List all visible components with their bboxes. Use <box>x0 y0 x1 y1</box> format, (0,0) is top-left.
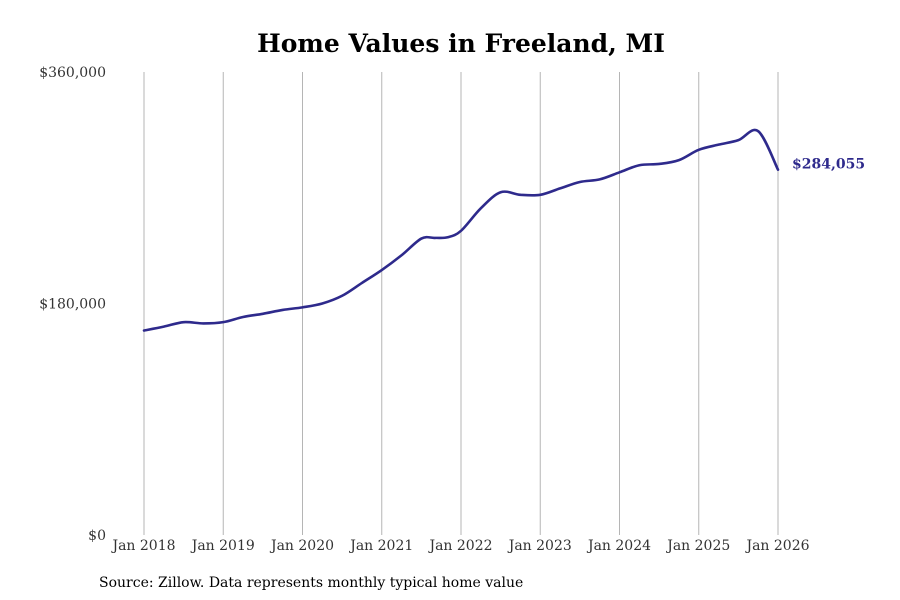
x-tick-label: Jan 2024 <box>586 538 651 554</box>
x-tick-label: Jan 2018 <box>110 538 175 554</box>
x-tick-label: Jan 2021 <box>348 538 413 554</box>
series-line-home-value <box>142 128 780 332</box>
x-tick-label: Jan 2023 <box>507 538 572 554</box>
x-tick-label: Jan 2022 <box>427 538 492 554</box>
source-note: Source: Zillow. Data represents monthly … <box>99 575 523 591</box>
x-tick-label: Jan 2019 <box>190 538 255 554</box>
chart-title: Home Values in Freeland, MI <box>257 29 665 58</box>
x-tick-label: Jan 2025 <box>665 538 730 554</box>
y-tick-label: $360,000 <box>39 65 106 81</box>
y-tick-label: $180,000 <box>39 297 106 313</box>
y-tick-label: $0 <box>88 528 106 544</box>
x-tick-label: Jan 2026 <box>744 538 809 554</box>
x-tick-label: Jan 2020 <box>269 538 334 554</box>
y-axis: $0 $180,000 $360,000 <box>39 65 106 544</box>
grid <box>143 72 779 535</box>
end-value-label: $284,055 <box>792 157 865 173</box>
x-axis: Jan 2018 Jan 2019 Jan 2020 Jan 2021 Jan 2022… <box>110 538 809 554</box>
